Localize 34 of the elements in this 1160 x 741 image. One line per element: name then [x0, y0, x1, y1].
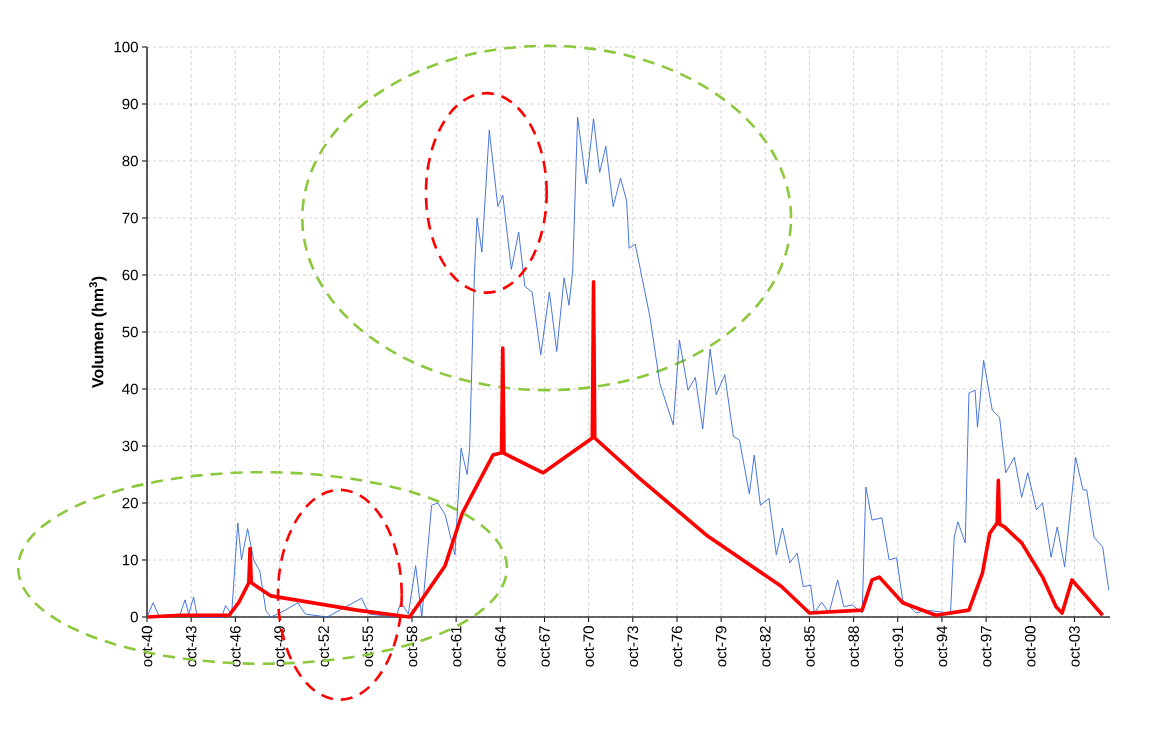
- x-tick-label: oct-88: [848, 626, 859, 667]
- x-tick-label: oct-94: [936, 625, 948, 667]
- x-tick-label: oct-03: [1069, 626, 1080, 667]
- y-tick-label: 60: [122, 269, 138, 281]
- x-tick-label: oct-82: [759, 626, 771, 667]
- x-tick-label: oct-76: [671, 626, 683, 667]
- x-tick-label: oct-70: [583, 626, 594, 667]
- y-tick-label: 20: [122, 497, 138, 509]
- x-tick-label: oct-97: [980, 626, 992, 667]
- x-tick-label: oct-61: [450, 626, 462, 667]
- x-tick-label: oct-43: [185, 626, 197, 667]
- y-tick-label: 50: [122, 326, 138, 338]
- y-tick-label: 90: [122, 98, 138, 110]
- y-tick-label: 100: [114, 41, 138, 53]
- y-tick-label: 0: [130, 611, 138, 623]
- y-tick-label: 80: [122, 155, 138, 167]
- text: Volumen (hm$^{3}$): [89, 276, 107, 388]
- x-tick-label: oct-67: [539, 626, 550, 667]
- x-tick-label: oct-85: [804, 626, 815, 667]
- x-tick-label: oct-79: [715, 626, 727, 667]
- x-tick-label: oct-91: [892, 626, 904, 667]
- y-tick-label: 10: [122, 554, 138, 566]
- y-tick-label: 40: [122, 383, 138, 395]
- x-tick-label: oct-64: [494, 625, 506, 667]
- x-tick-label: oct-49: [274, 626, 285, 667]
- y-tick-label: 30: [122, 440, 138, 452]
- x-tick-label: oct-52: [318, 626, 329, 667]
- x-tick-label: oct-58: [406, 626, 418, 667]
- x-tick-label: oct-55: [362, 626, 374, 667]
- y-tick-label: 70: [122, 212, 138, 224]
- x-tick-label: oct-00: [1024, 626, 1036, 667]
- x-tick-label: oct-40: [141, 626, 153, 667]
- x-tick-label: oct-46: [230, 626, 241, 667]
- x-tick-label: oct-73: [627, 626, 639, 667]
